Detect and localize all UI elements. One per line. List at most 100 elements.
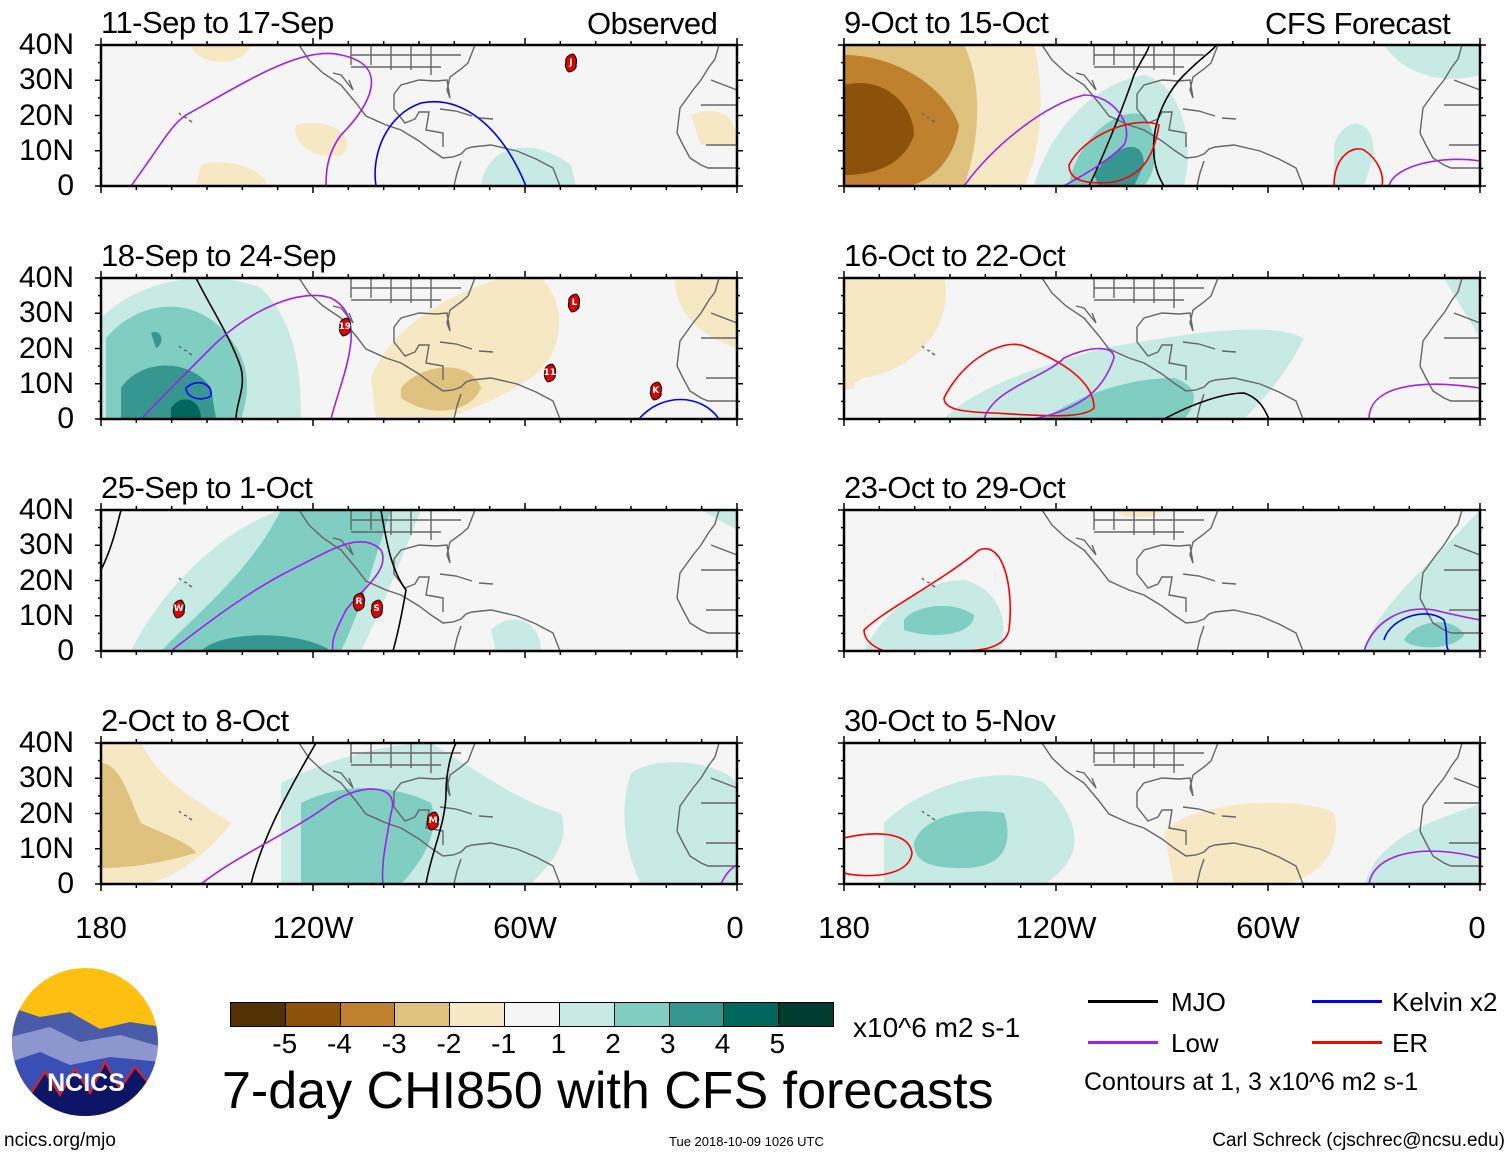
coastline [1136, 327, 1187, 380]
coastline [1041, 278, 1304, 419]
coastline [350, 278, 461, 308]
coastline [453, 160, 462, 186]
panel-title: 16-Oct to 22-Oct [844, 238, 1066, 273]
chi850-shading [171, 399, 201, 419]
coastline [439, 108, 494, 120]
coastline [453, 858, 462, 884]
panel-title: 25-Sep to 1-Oct [101, 470, 313, 505]
coastline [453, 393, 462, 419]
ncics-logo: NCICS [12, 968, 158, 1116]
map-svg [95, 503, 743, 658]
coastline [676, 45, 720, 134]
coastline [1136, 559, 1187, 612]
tropical-cyclone-icon: M [425, 811, 441, 831]
map-panel: J [95, 38, 743, 193]
colorbar-swatch [394, 1003, 450, 1026]
coastline [350, 45, 461, 75]
coastline [332, 770, 354, 789]
legend-line-er [1312, 1041, 1382, 1044]
coastline [676, 365, 737, 402]
coastline [1182, 341, 1237, 353]
coastline [1136, 743, 1219, 797]
coastline [1419, 743, 1463, 832]
coastline [393, 278, 476, 332]
wave-contour [1163, 392, 1270, 419]
lat-tick-label: 0 [57, 634, 74, 667]
footer-url[interactable]: ncics.org/mjo [4, 1130, 116, 1151]
contour-note: Contours at 1, 3 x10^6 m2 s-1 [1084, 1068, 1419, 1096]
tropical-cyclone-icon: W [171, 599, 187, 619]
coastline [1444, 544, 1480, 611]
coastline [1136, 510, 1219, 564]
lat-tick-label: 30N [18, 528, 74, 562]
coastline [1075, 305, 1097, 324]
storm-label: M [428, 815, 438, 826]
map-svg [95, 736, 743, 891]
wave-contour [863, 547, 1012, 651]
chi850-shading [1364, 803, 1480, 884]
lat-tick-label: 30N [18, 63, 74, 97]
tropical-cyclone-icon: J [563, 53, 579, 73]
map-layers [844, 510, 1480, 651]
chi850-shading [844, 368, 854, 390]
coastline [921, 112, 936, 123]
storm-label: J [569, 57, 573, 68]
storm-label: W [173, 603, 184, 614]
coastline [676, 510, 720, 599]
lat-tick-label: 10N [18, 133, 74, 167]
coastline [1041, 510, 1304, 651]
chi850-shading [691, 111, 737, 145]
lon-tick-label: 180 [818, 910, 870, 945]
coastline [298, 45, 561, 186]
coastline [676, 597, 737, 634]
colorbar-tick-label: -2 [436, 1028, 462, 1059]
chi850-shading [944, 329, 1304, 419]
coastline [439, 341, 494, 353]
lon-tick-label: 60W [1236, 910, 1300, 945]
wave-contour [380, 510, 407, 651]
wave-contour [943, 343, 1095, 417]
wave-contour [1333, 148, 1384, 186]
lon-tick-label: 180 [75, 910, 127, 945]
chi850-shading [624, 762, 737, 884]
coastline [393, 327, 444, 380]
map-panel [838, 38, 1486, 193]
coastline [1075, 537, 1097, 556]
coastline [439, 573, 494, 585]
tropical-cyclone-icon: 19 [337, 317, 353, 337]
chi850-shading [101, 763, 196, 868]
wave-contour [844, 833, 913, 877]
colorbar-swatch [668, 1003, 724, 1026]
coastline [676, 743, 720, 832]
coastline [701, 544, 737, 611]
wave-contour [983, 347, 1115, 419]
cfs-forecast-label: CFS Forecast [1265, 6, 1451, 41]
coastline [1093, 743, 1204, 773]
coastline [1419, 510, 1463, 599]
chi850-shading [1334, 123, 1374, 186]
lat-tick-label: 40N [18, 726, 74, 759]
wave-contour [1383, 613, 1450, 651]
coastline [350, 510, 461, 540]
legend-label-mjo: MJO [1171, 987, 1226, 1017]
coastline [1075, 770, 1097, 789]
wave-contour [101, 510, 122, 571]
logo-text: NCICS [47, 1069, 125, 1097]
wave-contour [170, 540, 384, 651]
lon-tick-label: 120W [1015, 910, 1097, 945]
lat-tick-label: 40N [18, 261, 74, 294]
map-layers [101, 743, 737, 884]
coastline [178, 577, 193, 588]
coastline [1093, 278, 1204, 308]
wave-contour [638, 398, 720, 419]
coastline [1419, 132, 1480, 169]
coastline [393, 743, 476, 797]
coastline [393, 510, 476, 564]
coastline [1136, 792, 1187, 845]
chi850-shading [904, 605, 974, 635]
map-panel [838, 503, 1486, 658]
colorbar-tick-label: -3 [381, 1028, 407, 1059]
map-layers [844, 278, 1480, 419]
map-svg [838, 736, 1486, 891]
wave-contour [425, 743, 457, 884]
